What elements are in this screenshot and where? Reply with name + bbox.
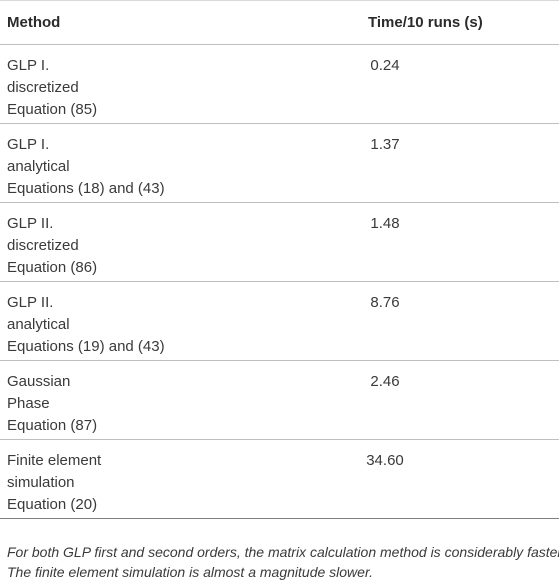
table-footnote: For both GLP first and second orders, th… bbox=[7, 542, 559, 582]
method-line: GLP I. bbox=[7, 136, 50, 153]
method-line: GLP II. bbox=[7, 294, 54, 311]
time-cell: 0.24 bbox=[300, 45, 559, 123]
method-cell: GLP I. discretized Equation (85) bbox=[0, 45, 300, 123]
footnote-line: For both GLP first and second orders, th… bbox=[7, 544, 559, 560]
method-cell: GLP II. discretized Equation (86) bbox=[0, 203, 300, 281]
method-line: Equation (87) bbox=[7, 417, 98, 434]
time-cell: 2.46 bbox=[300, 361, 559, 439]
method-line: Equations (19) and (43) bbox=[7, 338, 165, 355]
time-value: 2.46 bbox=[370, 373, 400, 390]
time-cell: 8.76 bbox=[300, 282, 559, 360]
table-row: GLP II. analytical Equations (19) and (4… bbox=[0, 282, 559, 361]
method-line: Gaussian bbox=[7, 373, 71, 390]
time-value: 1.37 bbox=[370, 136, 400, 153]
time-cell: 1.37 bbox=[300, 124, 559, 202]
header-time: Time/10 runs (s) bbox=[368, 14, 483, 31]
comparison-table: Method Time/10 runs (s) GLP I. discretiz… bbox=[0, 0, 559, 519]
method-line: Phase bbox=[7, 395, 50, 412]
table-row: Gaussian Phase Equation (87) 2.46 bbox=[0, 361, 559, 440]
method-line: simulation bbox=[7, 474, 75, 491]
method-cell: Finite element simulation Equation (20) bbox=[0, 440, 300, 518]
time-value: 34.60 bbox=[366, 452, 404, 469]
method-line: Equation (85) bbox=[7, 101, 98, 118]
method-line: analytical bbox=[7, 316, 70, 333]
table-header: Method Time/10 runs (s) bbox=[0, 0, 559, 45]
table-row: Finite element simulation Equation (20) … bbox=[0, 440, 559, 519]
method-cell: GLP II. analytical Equations (19) and (4… bbox=[0, 282, 300, 360]
time-value: 1.48 bbox=[370, 215, 400, 232]
method-line: discretized bbox=[7, 79, 79, 96]
time-cell: 1.48 bbox=[300, 203, 559, 281]
method-line: Equation (86) bbox=[7, 259, 98, 276]
table-row: GLP I. discretized Equation (85) 0.24 bbox=[0, 45, 559, 124]
table-row: GLP II. discretized Equation (86) 1.48 bbox=[0, 203, 559, 282]
method-line: Finite element bbox=[7, 452, 102, 469]
method-line: GLP II. bbox=[7, 215, 54, 232]
method-line: discretized bbox=[7, 237, 79, 254]
method-line: GLP I. bbox=[7, 57, 50, 74]
table-row: GLP I. analytical Equations (18) and (43… bbox=[0, 124, 559, 203]
header-method: Method bbox=[7, 14, 61, 31]
time-value: 0.24 bbox=[370, 57, 400, 74]
time-cell: 34.60 bbox=[300, 440, 559, 518]
time-value: 8.76 bbox=[370, 294, 400, 311]
method-cell: Gaussian Phase Equation (87) bbox=[0, 361, 300, 439]
method-line: Equation (20) bbox=[7, 496, 98, 513]
method-cell: GLP I. analytical Equations (18) and (43… bbox=[0, 124, 300, 202]
method-line: Equations (18) and (43) bbox=[7, 180, 165, 197]
footnote-line: The finite element simulation is almost … bbox=[7, 564, 373, 580]
method-line: analytical bbox=[7, 158, 70, 175]
